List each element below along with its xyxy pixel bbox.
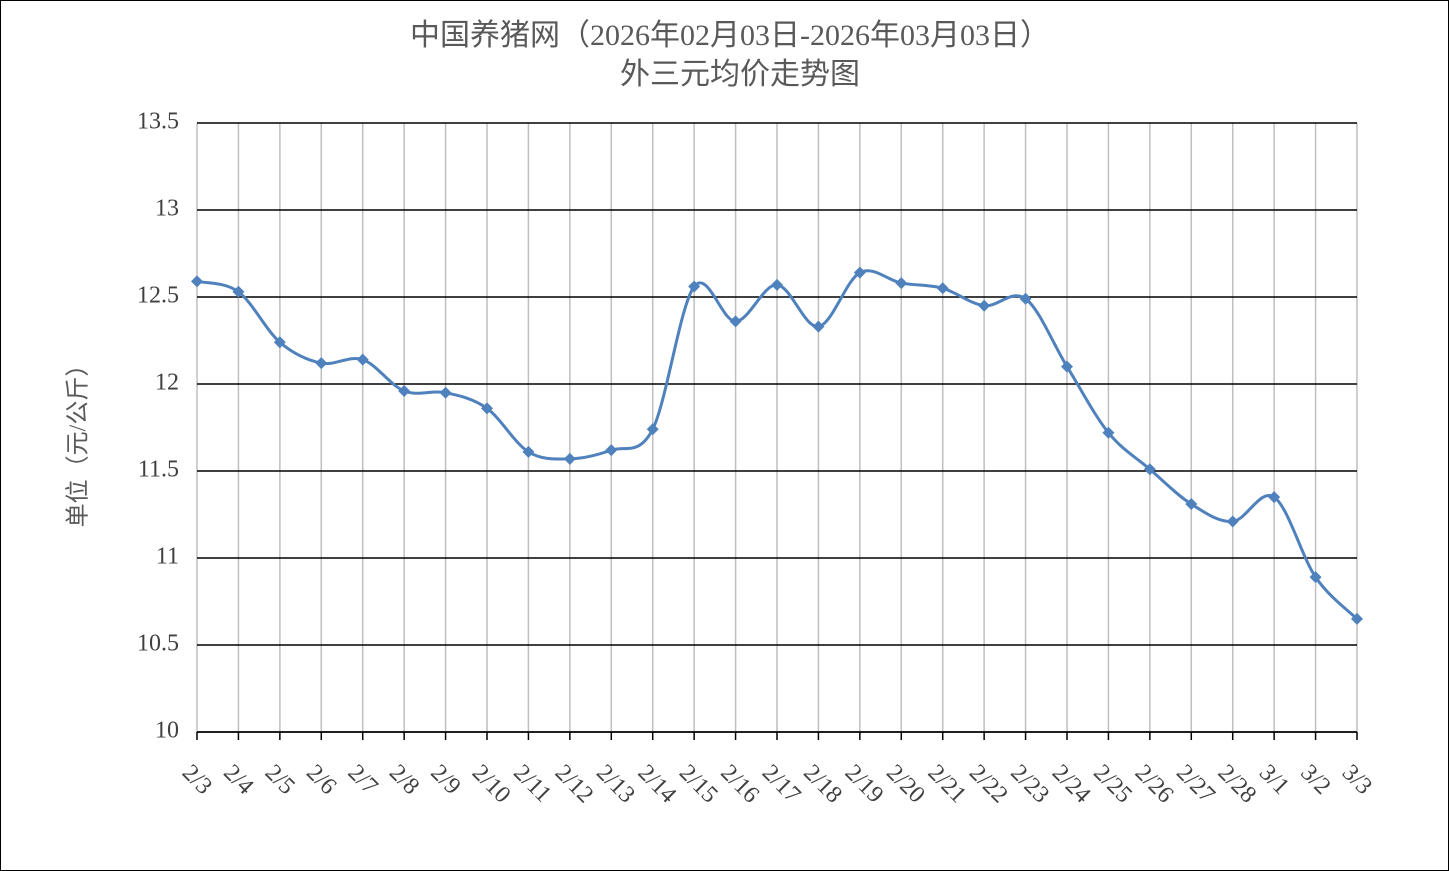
marker [1061, 360, 1073, 373]
y-tick-label: 10 [155, 718, 179, 744]
y-tick-label: 12 [155, 370, 179, 396]
marker [232, 285, 245, 298]
marker [895, 277, 908, 290]
marker [522, 445, 535, 458]
marker [273, 336, 286, 349]
y-axis-label: 单位（元/公斤） [65, 353, 92, 528]
marker [563, 452, 576, 465]
marker [439, 386, 452, 399]
marker [853, 266, 866, 279]
marker [978, 299, 991, 312]
y-tick-label: 11.5 [138, 457, 179, 483]
chart-subtitle: 外三元均价走势图 [620, 58, 860, 91]
marker [1019, 292, 1032, 305]
marker [936, 282, 949, 295]
marker [1185, 498, 1198, 511]
marker [191, 275, 203, 288]
marker [688, 280, 701, 293]
marker [356, 353, 369, 366]
marker [481, 402, 493, 415]
marker [398, 384, 411, 397]
y-tick-label: 13 [155, 196, 179, 222]
marker [771, 278, 783, 291]
y-tick-label: 11 [156, 544, 179, 570]
marker [1102, 426, 1115, 439]
marker [812, 320, 825, 333]
y-tick-label: 10.5 [137, 631, 179, 657]
marker [315, 357, 328, 370]
marker [729, 315, 742, 328]
marker [1226, 515, 1239, 528]
marker [605, 444, 618, 457]
y-tick-label: 12.5 [137, 283, 179, 309]
marker [1351, 612, 1363, 625]
y-tick-label: 13.5 [137, 109, 179, 135]
marker [1268, 491, 1281, 504]
chart-title: 中国养猪网（2026年02月03日-2026年03月03日） [410, 19, 1050, 52]
marker [1143, 463, 1156, 476]
marker [1309, 571, 1322, 584]
marker [646, 423, 659, 436]
